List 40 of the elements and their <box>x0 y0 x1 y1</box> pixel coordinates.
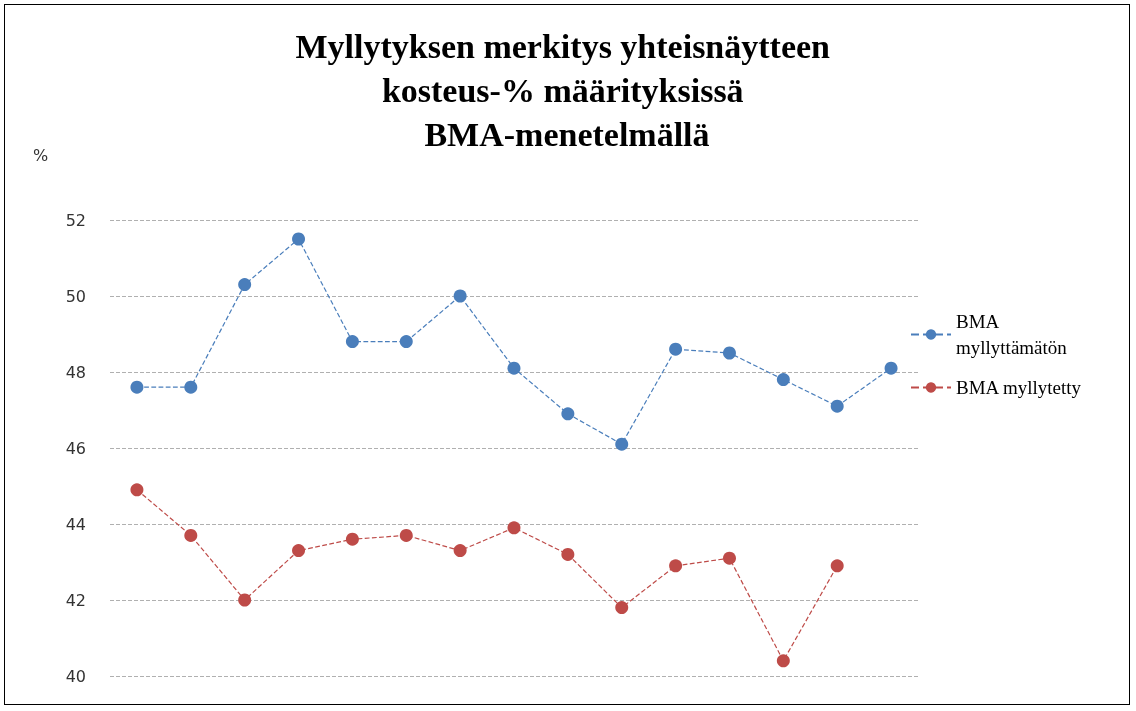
point <box>561 407 575 421</box>
point <box>669 342 683 356</box>
point <box>130 380 144 394</box>
point <box>184 380 198 394</box>
y-tick-label: 46 <box>65 438 86 458</box>
point <box>830 559 844 573</box>
y-tick-label: 50 <box>65 286 86 306</box>
point <box>830 399 844 413</box>
point <box>238 593 252 607</box>
point <box>722 346 736 360</box>
point <box>615 601 629 615</box>
y-tick-label: 44 <box>65 514 86 534</box>
point <box>776 654 790 668</box>
point <box>884 361 898 375</box>
point <box>722 551 736 565</box>
y-tick-label: 42 <box>65 590 86 610</box>
point <box>292 232 306 246</box>
y-tick-label: 48 <box>65 362 86 382</box>
point <box>238 278 252 292</box>
point <box>507 521 521 535</box>
point <box>561 547 575 561</box>
point <box>615 437 629 451</box>
point <box>399 335 413 349</box>
point <box>345 335 359 349</box>
y-tick-label: 52 <box>65 210 86 230</box>
point <box>507 361 521 375</box>
point <box>453 544 467 558</box>
legend-label: BMA myllytetty <box>956 377 1082 398</box>
chart-title: Myllytyksen merkitys yhteisnäytteen kosteus-% määrityksissä BMA-menetelmällä <box>295 27 839 153</box>
y-tick-label: 40 <box>65 666 86 686</box>
legend-label: BMA myllyttämätön <box>956 311 1068 358</box>
point <box>399 528 413 542</box>
point <box>453 289 467 303</box>
point <box>184 528 198 542</box>
point <box>776 373 790 387</box>
point <box>345 532 359 546</box>
point <box>669 559 683 573</box>
point <box>130 483 144 497</box>
y-axis-title: % <box>33 145 49 165</box>
point <box>292 544 306 558</box>
